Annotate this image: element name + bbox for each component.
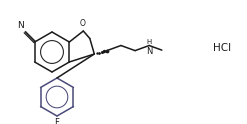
Text: H: H (146, 39, 152, 45)
Text: O: O (79, 19, 85, 28)
Text: N: N (146, 46, 152, 56)
Text: N: N (17, 21, 24, 30)
Text: F: F (55, 118, 60, 124)
Text: HCl: HCl (213, 43, 231, 53)
